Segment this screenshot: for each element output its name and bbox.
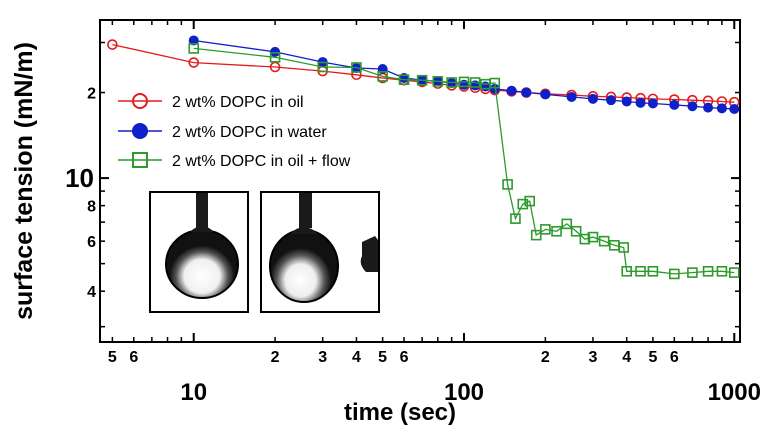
data-point (687, 101, 698, 112)
x-axis-title: time (sec) (344, 399, 456, 426)
x-major-tick-label: 1000 (708, 379, 761, 406)
x-minor-tick-label: 3 (589, 349, 598, 366)
y-minor-tick-label: 2 (87, 86, 96, 103)
data-point (489, 77, 501, 89)
data-point (398, 74, 410, 85)
data-point (551, 225, 562, 237)
y-axis-title: surface tension (mN/m) (10, 42, 38, 320)
legend-label-oil-flow: 2 wt% DOPC in oil + flow (172, 153, 351, 170)
data-point (510, 213, 521, 224)
legend-item-oil: 2 wt% DOPC in oil (118, 93, 304, 111)
x-minor-tick-label: 2 (541, 349, 550, 366)
x-minor-tick-label: 2 (271, 349, 280, 366)
data-point (669, 268, 680, 280)
data-point (530, 229, 542, 241)
data-point (606, 95, 617, 106)
x-minor-tick-label: 6 (129, 349, 138, 366)
legend-label-oil: 2 wt% DOPC in oil (172, 94, 304, 111)
data-point (716, 265, 728, 277)
data-point (540, 224, 551, 235)
data-point (729, 104, 740, 115)
series-2 (188, 43, 740, 280)
data-point (566, 91, 577, 102)
x-minor-tick-label: 5 (108, 349, 117, 366)
x-minor-tick-label: 4 (352, 349, 361, 366)
x-major-tick-label: 10 (180, 379, 207, 406)
legend-item-oil-flow: 2 wt% DOPC in oil + flow (118, 152, 351, 170)
data-point (317, 61, 328, 73)
data-point (647, 265, 659, 277)
data-point (618, 242, 630, 253)
legend-label-water: 2 wt% DOPC in water (172, 124, 327, 141)
data-point (416, 74, 428, 86)
data-point (188, 43, 200, 54)
y-minor-tick-label: 4 (87, 284, 96, 301)
data-point (188, 57, 200, 68)
y-major-tick-label: 10 (65, 163, 94, 193)
data-point (579, 233, 591, 245)
data-point (728, 267, 740, 278)
data-point (647, 98, 658, 109)
data-point (107, 39, 118, 50)
data-point (669, 99, 680, 110)
data-point (432, 76, 444, 87)
data-point (269, 52, 281, 63)
data-point (635, 265, 646, 277)
series-line (112, 43, 735, 103)
data-point (598, 235, 610, 247)
x-minor-tick-label: 5 (378, 349, 387, 366)
data-point (561, 218, 573, 230)
data-point (540, 89, 551, 100)
data-point (635, 97, 646, 108)
data-point (377, 71, 388, 82)
y-minor-tick-label: 8 (87, 199, 96, 216)
data-point (270, 46, 281, 57)
series-layer (107, 35, 740, 280)
data-point (687, 267, 698, 278)
legend-item-water: 2 wt% DOPC in water (118, 123, 327, 141)
data-point (446, 77, 457, 88)
x-minor-tick-label: 3 (318, 349, 327, 366)
data-point (703, 102, 714, 113)
x-minor-tick-label: 6 (670, 349, 679, 366)
data-point (469, 77, 481, 88)
data-point (458, 76, 470, 88)
x-major-tick-label: 100 (444, 379, 484, 406)
data-point (621, 265, 633, 277)
data-point (188, 35, 199, 46)
data-point (521, 87, 532, 98)
x-minor-tick-label: 6 (400, 349, 409, 366)
data-point (506, 85, 517, 96)
data-point (502, 179, 513, 190)
x-minor-tick-label: 4 (622, 349, 631, 366)
y-minor-tick-label: 6 (87, 234, 96, 251)
droplet-image-2 (260, 191, 380, 313)
data-point (702, 265, 714, 277)
data-point (587, 231, 599, 243)
axis-ticks (100, 20, 740, 342)
plot-frame (99, 19, 741, 343)
droplet-image-1 (149, 191, 249, 313)
data-point (570, 225, 582, 237)
data-point (587, 93, 598, 104)
data-point (524, 195, 535, 207)
legend: 2 wt% DOPC in oil 2 wt% DOPC in water 2 … (118, 93, 351, 170)
data-point (517, 198, 529, 210)
x-minor-tick-label: 5 (648, 349, 657, 366)
data-point (716, 103, 727, 114)
data-point (621, 96, 632, 107)
data-point (489, 83, 500, 94)
data-point (351, 62, 362, 73)
